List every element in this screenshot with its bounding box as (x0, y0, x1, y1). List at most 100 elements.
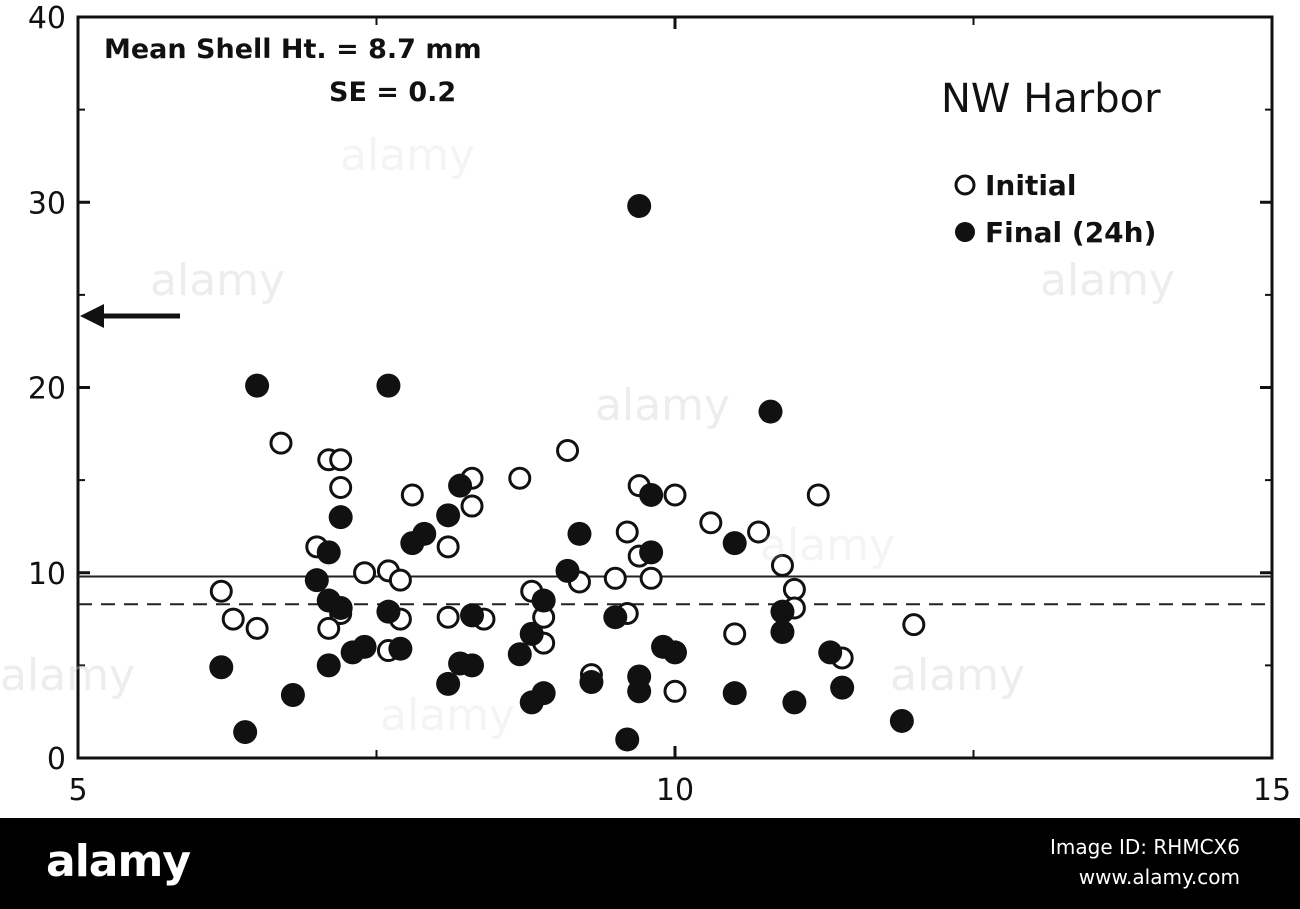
arrow-head (80, 304, 104, 328)
banner-logo: alamy (46, 836, 191, 887)
final-point (280, 683, 305, 708)
final-point (603, 605, 628, 630)
legend: Initial Final (24h) (954, 169, 1156, 249)
banner-info: Image ID: RHMCX6 www.alamy.com (1050, 832, 1240, 892)
watermark: alamy (380, 690, 515, 741)
image-id: Image ID: RHMCX6 (1050, 835, 1240, 859)
final-point (782, 690, 807, 715)
initial-point (639, 566, 663, 590)
legend-initial-label: Initial (985, 169, 1076, 202)
initial-point (317, 616, 341, 640)
final-point (722, 681, 747, 706)
initial-point (699, 511, 723, 535)
final-point (639, 482, 664, 507)
y-tick-label: 10 (28, 557, 66, 592)
initial-point (388, 568, 412, 592)
y-tick-label: 20 (28, 372, 66, 407)
watermarks: alamy alamy alamy alamy alamy alamy alam… (0, 130, 1175, 741)
initial-point (353, 561, 377, 585)
reference-lines (78, 575, 1272, 606)
watermark: alamy (760, 520, 895, 571)
initial-point (663, 679, 687, 703)
initial-point (269, 431, 293, 455)
final-point (627, 679, 652, 704)
watermark: alamy (1040, 255, 1175, 306)
final-point (460, 603, 485, 628)
legend-final-marker (955, 222, 975, 242)
final-point (304, 568, 329, 593)
final-point (639, 540, 664, 565)
initial-point (747, 520, 771, 544)
initial-point (782, 577, 806, 601)
final-point (328, 595, 353, 620)
final-point (663, 640, 687, 665)
site-label: NW Harbor (941, 76, 1161, 122)
final-point (830, 675, 855, 700)
final-point (376, 373, 401, 398)
final-point (352, 634, 377, 659)
final-point (627, 193, 652, 218)
final-point (316, 653, 341, 678)
final-point (758, 399, 783, 424)
final-point (567, 521, 592, 546)
legend-initial-marker (954, 174, 976, 196)
initial-point (615, 520, 639, 544)
final-point (388, 636, 413, 661)
initial-point (400, 483, 424, 507)
watermark: alamy (890, 650, 1025, 701)
initial-point (221, 607, 245, 631)
legend-final-label: Final (24h) (985, 216, 1156, 249)
final-point (531, 588, 556, 613)
final-point (579, 670, 604, 695)
mean-annotation: Mean Shell Ht. = 8.7 mm (104, 34, 482, 65)
final-point (328, 505, 353, 530)
initial-point (329, 476, 353, 500)
y-tick-label: 0 (47, 742, 66, 777)
chart-svg: 0 10 20 30 40 5 10 15 Mean Shell Ht. = 8.7 mm S… (0, 1, 1291, 808)
data-points (209, 193, 926, 752)
final-point (615, 727, 640, 752)
final-point (233, 720, 258, 745)
initial-point (663, 483, 687, 507)
final-point (245, 373, 270, 398)
final-point (531, 681, 556, 706)
initial-point (806, 483, 830, 507)
initial-point (436, 535, 460, 559)
initial-point (603, 566, 627, 590)
initial-point (508, 466, 532, 490)
final-point (209, 655, 234, 680)
watermark: alamy (150, 255, 285, 306)
x-tick-label: 10 (656, 773, 694, 808)
watermark: alamy (340, 130, 475, 181)
initial-point (723, 622, 747, 646)
final-point (770, 620, 795, 645)
final-point (519, 621, 544, 646)
final-point (436, 503, 461, 528)
watermark: alamy (0, 650, 135, 701)
final-point (316, 540, 341, 565)
final-point (448, 473, 473, 498)
initial-point (556, 438, 580, 462)
final-point (555, 558, 580, 583)
final-point (460, 653, 485, 678)
final-point (436, 671, 461, 696)
axis-ticks: 0 10 20 30 40 5 10 15 (28, 1, 1291, 808)
final-point (770, 599, 795, 624)
stock-banner: alamy Image ID: RHMCX6 www.alamy.com (0, 818, 1300, 909)
initial-point (770, 553, 794, 577)
final-point (507, 642, 532, 667)
y-tick-label: 40 (28, 1, 66, 36)
initial-point (329, 448, 353, 472)
watermark: alamy (595, 380, 730, 431)
initial-point (245, 616, 269, 640)
initial-point (902, 613, 926, 637)
se-annotation: SE = 0.2 (329, 77, 456, 108)
x-tick-label: 5 (68, 773, 87, 808)
arrow-marker (80, 304, 180, 328)
final-point (889, 708, 914, 733)
y-tick-label: 30 (28, 186, 66, 221)
initial-point (436, 605, 460, 629)
final-point (412, 521, 437, 546)
x-tick-label: 15 (1253, 773, 1291, 808)
final-point (818, 640, 843, 665)
